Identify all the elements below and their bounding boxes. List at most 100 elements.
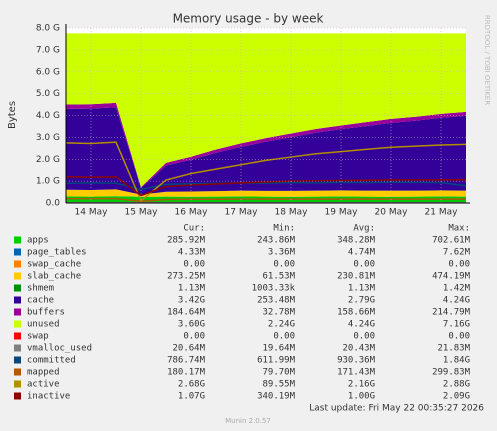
legend-stat: 0.00 xyxy=(448,332,470,342)
legend-stat: 299.83M xyxy=(432,368,471,378)
x-tick-label: 16 May xyxy=(175,208,209,218)
legend-stat: 19.64M xyxy=(262,344,295,354)
legend-stat: 0.00 xyxy=(448,260,470,270)
x-tick-label: 18 May xyxy=(275,208,309,218)
legend-label: slab_cache xyxy=(27,272,81,282)
legend-swatch xyxy=(14,248,21,256)
legend-header: Cur: xyxy=(183,224,205,234)
legend-stat: 21.83M xyxy=(437,344,470,354)
legend-stat: 0.00 xyxy=(273,260,295,270)
legend-stat: 0.00 xyxy=(183,332,205,342)
legend-stat: 253.48M xyxy=(257,296,296,306)
legend-label: mapped xyxy=(27,368,60,378)
legend-swatch xyxy=(14,344,21,352)
legend-label: shmem xyxy=(27,284,54,294)
legend-label: swap xyxy=(27,332,49,342)
legend-stat: 171.43M xyxy=(337,368,376,378)
legend-label: active xyxy=(27,380,60,390)
legend-stat: 348.28M xyxy=(337,236,376,246)
legend-stat: 2.79G xyxy=(348,296,375,306)
legend-label: cache xyxy=(27,296,54,306)
legend-swatch xyxy=(14,368,21,376)
legend-stat: 1.00G xyxy=(348,392,375,402)
legend-stat: 1.42M xyxy=(443,284,471,294)
legend-stat: 1.07G xyxy=(178,392,205,402)
legend-swatch xyxy=(14,332,21,340)
y-tick-label: 1.0 G xyxy=(36,177,60,187)
legend-stat: 786.74M xyxy=(167,356,206,366)
legend-stat: 184.64M xyxy=(167,308,206,318)
legend-swatch xyxy=(14,308,21,316)
legend-header: Min: xyxy=(273,224,295,234)
legend-stat: 0.00 xyxy=(183,260,205,270)
y-tick-label: 7.0 G xyxy=(36,45,60,55)
legend-stat: 180.17M xyxy=(167,368,206,378)
legend-swatch xyxy=(14,284,21,292)
y-tick-label: 5.0 G xyxy=(36,89,60,99)
chart-title: Memory usage - by week xyxy=(173,12,324,26)
legend-stat: 474.19M xyxy=(432,272,471,282)
legend-stat: 340.19M xyxy=(257,392,296,402)
legend-swatch xyxy=(14,392,21,400)
x-tick-label: 21 May xyxy=(425,208,459,218)
legend-stat: 20.64M xyxy=(172,344,205,354)
legend-stat: 4.24G xyxy=(348,320,375,330)
legend-stat: 2.16G xyxy=(348,380,375,390)
legend-stat: 2.24G xyxy=(268,320,295,330)
legend-stat: 285.92M xyxy=(167,236,206,246)
x-tick-label: 20 May xyxy=(375,208,409,218)
legend-stat: 20.43M xyxy=(342,344,375,354)
legend-swatch xyxy=(14,296,21,304)
area xyxy=(66,107,466,195)
y-axis-label: Bytes xyxy=(7,101,18,129)
line xyxy=(65,175,467,197)
legend-header: Avg: xyxy=(353,224,375,234)
legend-stat: 61.53M xyxy=(262,272,295,282)
legend-stat: 273.25M xyxy=(167,272,206,282)
legend-stat: 230.81M xyxy=(337,272,376,282)
legend-label: page_tables xyxy=(27,248,87,258)
x-tick-label: 15 May xyxy=(125,208,159,218)
legend-label: inactive xyxy=(27,392,70,402)
legend-stat: 2.68G xyxy=(178,380,205,390)
legend-stat: 7.62M xyxy=(443,248,471,258)
legend-label: committed xyxy=(27,356,76,366)
legend-swatch xyxy=(14,236,21,244)
legend-stat: 4.24G xyxy=(443,296,470,306)
legend-label: unused xyxy=(27,320,60,330)
x-tick-label: 17 May xyxy=(225,208,259,218)
side-text: RRDTOOL / TOBI OETIKER xyxy=(483,15,491,105)
legend-swatch xyxy=(14,356,21,364)
x-tick-label: 14 May xyxy=(75,208,109,218)
y-tick-label: 2.0 G xyxy=(36,155,60,165)
legend-swatch xyxy=(14,260,21,268)
legend-stat: 1.13M xyxy=(178,284,206,294)
legend-stat: 611.99M xyxy=(257,356,296,366)
legend-header: Max: xyxy=(448,224,470,234)
y-tick-label: 0.0 xyxy=(46,199,61,209)
legend-stat: 0.00 xyxy=(353,260,375,270)
legend-label: buffers xyxy=(27,308,65,318)
legend: Cur: Min: Avg: Max: apps 285.92M 243.86M 348.28… xyxy=(14,224,471,402)
legend-stat: 243.86M xyxy=(257,236,296,246)
y-tick-label: 4.0 G xyxy=(36,111,60,121)
legend-swatch xyxy=(14,320,21,328)
legend-stat: 0.00 xyxy=(273,332,295,342)
legend-stat: 3.60G xyxy=(178,320,205,330)
legend-label: swap_cache xyxy=(27,260,81,270)
legend-stat: 158.66M xyxy=(337,308,376,318)
legend-stat: 1.84G xyxy=(443,356,470,366)
legend-stat: 4.33M xyxy=(178,248,206,258)
legend-stat: 2.09G xyxy=(443,392,470,402)
legend-swatch xyxy=(14,272,21,280)
legend-stat: 32.78M xyxy=(262,308,295,318)
legend-stat: 1.13M xyxy=(348,284,376,294)
legend-stat: 7.16G xyxy=(443,320,470,330)
area xyxy=(66,189,466,195)
y-tick-label: 3.0 G xyxy=(36,133,60,143)
area xyxy=(66,102,466,189)
y-tick-label: 6.0 G xyxy=(36,67,60,77)
line xyxy=(66,197,466,203)
legend-stat: 4.74M xyxy=(348,248,376,258)
